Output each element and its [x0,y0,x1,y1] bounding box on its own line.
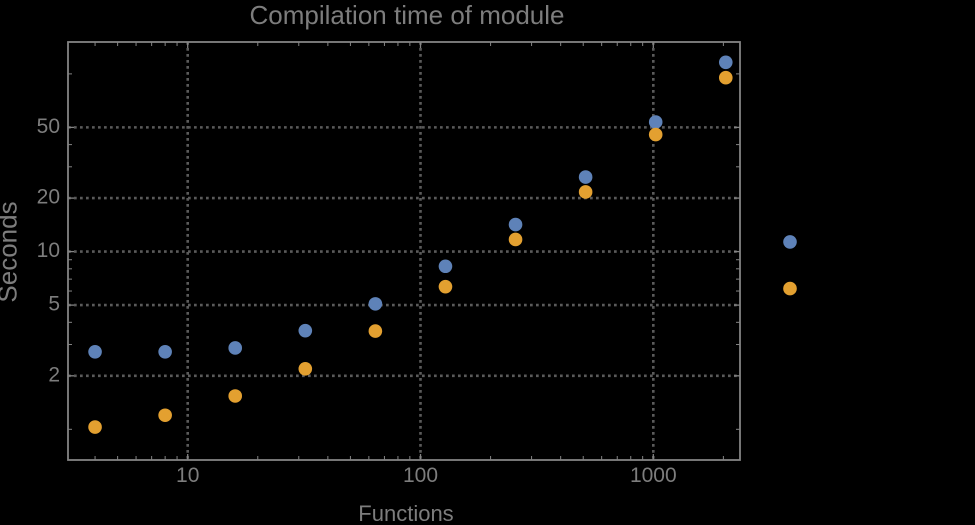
svg-text:20: 20 [37,186,60,209]
svg-text:5: 5 [48,293,60,316]
svg-text:Compilation time of module: Compilation time of module [249,0,564,30]
svg-text:10: 10 [176,464,199,487]
svg-text:Functions: Functions [358,501,453,525]
svg-text:10: 10 [37,239,60,262]
svg-text:50: 50 [37,115,60,138]
svg-text:100: 100 [403,464,438,487]
svg-text:2: 2 [48,363,60,386]
svg-text:Seconds: Seconds [0,201,23,302]
svg-text:1000: 1000 [630,464,677,487]
